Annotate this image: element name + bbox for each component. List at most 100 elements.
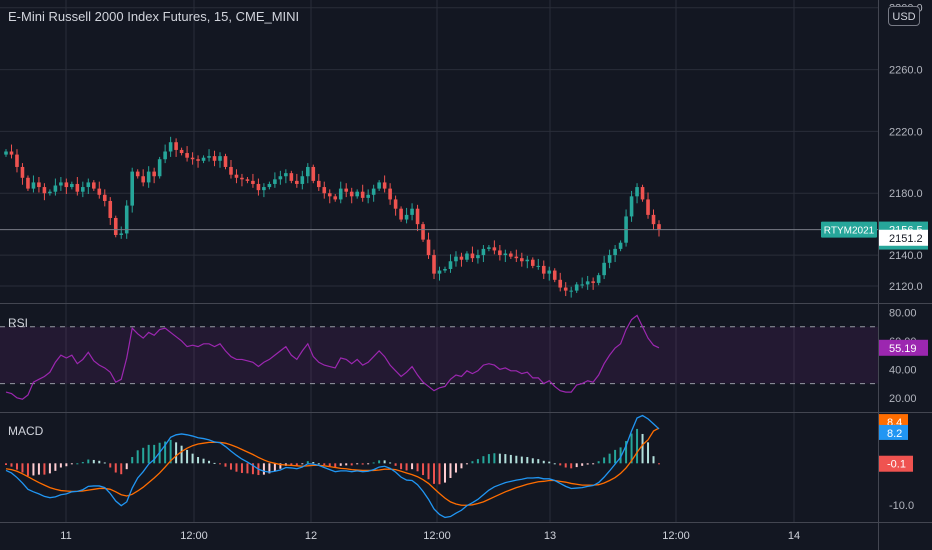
macd-histogram-bar (92, 459, 95, 464)
candle-body (355, 191, 359, 197)
macd-histogram-bar (504, 454, 507, 464)
rsi-axis-tick-label: 20.00 (889, 393, 917, 405)
candle-body (448, 261, 453, 269)
macd-histogram-bar (647, 442, 650, 464)
macd-histogram-bar (279, 463, 282, 469)
candle-body (207, 156, 211, 158)
rsi-axis-tick-label: 80.00 (889, 308, 917, 320)
macd-histogram-bar (520, 456, 523, 464)
macd-histogram-bar (438, 463, 441, 485)
macd-histogram-bar (658, 463, 660, 465)
candle-body (81, 187, 85, 192)
candle-body (102, 194, 107, 201)
macd-histogram-bar (109, 463, 112, 468)
candle-body (646, 199, 650, 215)
candle-body (404, 214, 409, 220)
macd-histogram-bar (87, 459, 90, 464)
candle-body (509, 253, 513, 257)
candle-body (421, 224, 425, 240)
candle-body (4, 151, 8, 155)
time-axis-tick-label: 12:00 (662, 530, 690, 542)
macd-histogram-bar (575, 463, 578, 468)
candle-body (289, 173, 294, 181)
macd-histogram-bar (142, 447, 145, 464)
macd-histogram-bar (136, 450, 139, 464)
candle-body (20, 166, 25, 178)
candle-body (135, 171, 140, 177)
macd-histogram-bar (15, 463, 18, 470)
macd-axis-tick-label: -10.0 (889, 500, 914, 512)
candle-body (75, 183, 80, 192)
rsi-axis-tick-label: 40.00 (889, 364, 917, 376)
macd-histogram-bar (169, 439, 172, 464)
macd-histogram-bar (498, 453, 501, 464)
macd-histogram-bar (608, 453, 611, 464)
macd-histogram-bar (652, 456, 655, 464)
time-axis-tick-label: 12:00 (423, 530, 451, 542)
candle-body (459, 256, 464, 260)
candle-body (141, 176, 145, 183)
chart-title: E-Mini Russell 2000 Index Futures, 15, C… (8, 9, 300, 24)
macd-histogram-bar (120, 463, 123, 475)
candle-body (481, 248, 486, 256)
macd-histogram-bar (378, 460, 381, 464)
candle-body (267, 183, 272, 188)
macd-histogram-bar (48, 463, 51, 474)
time-axis-tick-label: 11 (60, 530, 71, 542)
macd-histogram-bar (570, 463, 573, 469)
candle-body (338, 188, 343, 200)
macd-histogram-bar (487, 454, 490, 464)
macd-histogram-bar (70, 463, 73, 465)
macd-histogram-bar (114, 463, 117, 473)
candle-body (410, 208, 414, 215)
rsi-line (5, 314, 660, 400)
macd-histogram-bar (443, 463, 446, 483)
macd-histogram-bar (586, 463, 589, 465)
candle-body (42, 187, 47, 194)
candle-body (15, 154, 19, 167)
symbol-label: RTYM2021 (824, 226, 875, 237)
macd-histogram-bar (224, 463, 227, 467)
candle-body (119, 233, 124, 235)
candle-body (552, 270, 557, 280)
candle-body (327, 193, 332, 197)
candle-body (278, 176, 283, 180)
macd-histogram-bar (526, 457, 529, 464)
macd-histogram-bar (262, 463, 265, 475)
candle-body (530, 259, 535, 266)
macd-histogram-bar (537, 459, 540, 464)
macd-histogram-bar (339, 463, 342, 466)
time-axis-tick-label: 12 (305, 530, 317, 542)
macd-histogram-bar (213, 462, 216, 464)
macd-histogram-bar (592, 463, 595, 465)
candle-body (498, 250, 502, 256)
histogram-value-label: -0.1 (887, 459, 906, 471)
macd-value-box (879, 424, 908, 440)
currency-button[interactable]: USD (888, 6, 920, 26)
price-axis-tick-label: 2140.0 (889, 250, 923, 262)
candle-body (525, 259, 530, 262)
macd-histogram-bar (202, 458, 205, 464)
macd-histogram-bar (641, 433, 644, 464)
macd-histogram-bar (10, 463, 13, 467)
candle-body (70, 183, 74, 188)
macd-histogram-bar (295, 463, 298, 467)
macd-histogram-bar (636, 428, 639, 464)
price-axis-tick-label: 2180.0 (889, 188, 923, 200)
macd-histogram-bar (32, 463, 35, 476)
candle-body (432, 255, 436, 274)
macd-histogram-bar (26, 463, 29, 476)
macd-histogram-bar (180, 445, 183, 464)
candle-body (130, 171, 135, 206)
macd-histogram-bar (548, 461, 551, 464)
macd-histogram-bar (454, 463, 457, 473)
macd-histogram-bar (164, 441, 167, 464)
time-axis-tick-label: 12:00 (180, 530, 208, 542)
macd-histogram-bar (356, 463, 359, 465)
crosshair-price-label: 2151.2 (889, 233, 923, 245)
candle-body (487, 247, 491, 249)
macd-histogram-bar (98, 460, 101, 464)
macd-histogram-bar (482, 456, 485, 464)
candle-body (300, 176, 305, 184)
